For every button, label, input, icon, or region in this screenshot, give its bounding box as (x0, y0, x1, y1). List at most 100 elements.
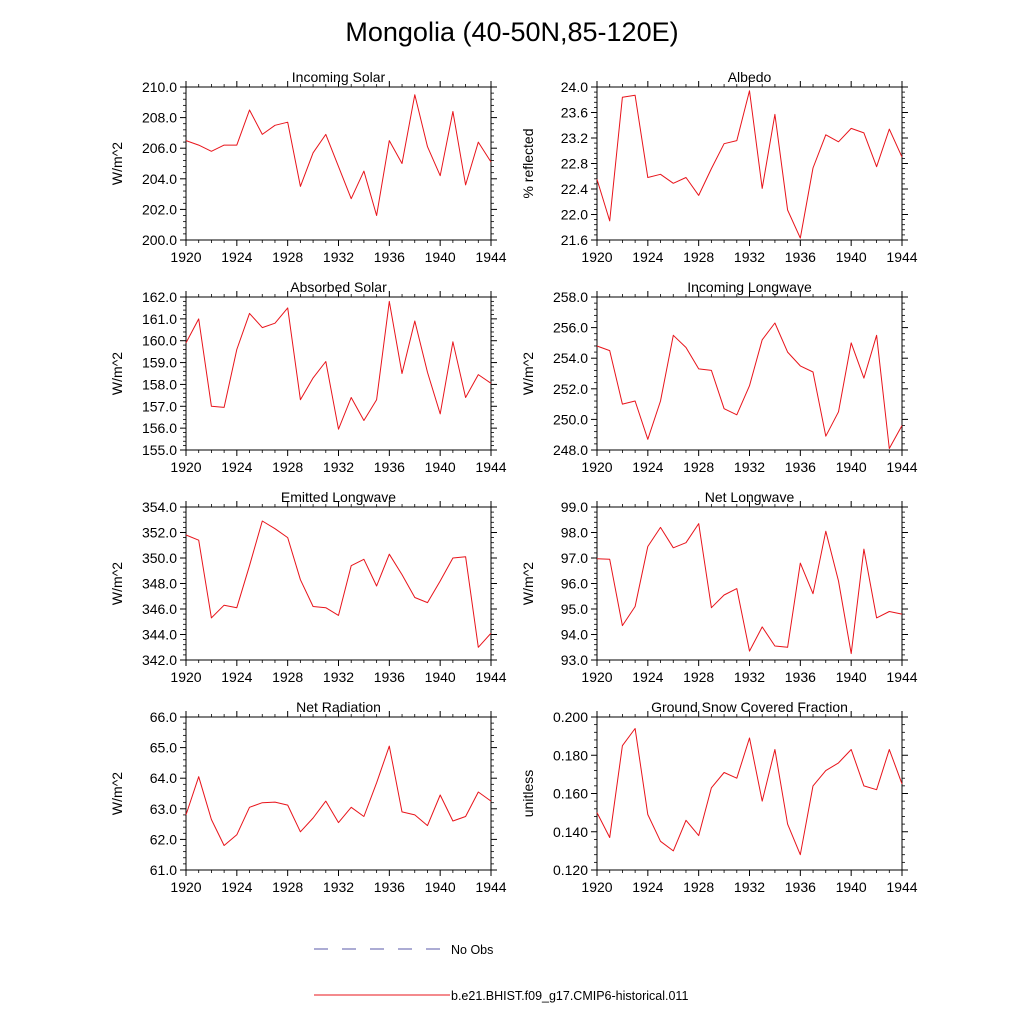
y-tick-label: 0.160 (553, 786, 588, 802)
series-line-1 (185, 520, 492, 648)
x-tick-label: 1932 (323, 669, 354, 685)
y-tick-label: 252.0 (553, 381, 588, 397)
y-axis-label: % reflected (520, 128, 536, 198)
y-tick-label: 22.4 (561, 181, 588, 197)
x-tick-label: 1924 (632, 669, 663, 685)
y-axis-label: W/m^2 (520, 352, 536, 395)
x-tick-label: 1924 (221, 459, 252, 475)
y-tick-label: 202.0 (142, 201, 177, 217)
x-tick-label: 1940 (836, 879, 867, 895)
series-line-1 (185, 94, 492, 216)
y-tick-label: 157.0 (142, 398, 177, 414)
panel-1: Incoming Solar W/m^2 200.0 202.0 204.0 206.0 2… (109, 69, 507, 265)
y-tick-label: 254.0 (553, 350, 588, 366)
x-tick-label: 1920 (581, 249, 612, 265)
y-tick-label: 159.0 (142, 355, 177, 371)
panel-title: Absorbed Solar (290, 279, 387, 295)
y-tick-label: 0.140 (553, 824, 588, 840)
y-tick-label: 354.0 (142, 499, 177, 515)
panel-2: Albedo % reflected 21.6 22.0 22.4 22.8 23.2 23.… (520, 69, 918, 265)
x-tick-label: 1928 (272, 459, 303, 475)
y-tick-label: 93.0 (561, 652, 588, 668)
legend-model-label: b.e21.BHIST.f09_g17.CMIP6-historical.011 (451, 989, 688, 1003)
y-tick-label: 23.6 (561, 105, 588, 121)
panel-title: Net Radiation (296, 699, 381, 715)
x-tick-label: 1944 (475, 249, 506, 265)
x-tick-label: 1944 (886, 669, 917, 685)
plot-frame (596, 86, 903, 241)
x-tick-label: 1944 (475, 459, 506, 475)
x-tick-label: 1932 (323, 459, 354, 475)
y-tick-label: 342.0 (142, 652, 177, 668)
x-tick-label: 1928 (683, 879, 714, 895)
y-tick-label: 0.180 (553, 747, 588, 763)
x-tick-label: 1936 (374, 669, 405, 685)
y-tick-label: 23.2 (561, 130, 588, 146)
x-tick-label: 1944 (886, 459, 917, 475)
plot-frame (185, 86, 492, 241)
series-line-1 (596, 322, 903, 449)
y-tick-label: 348.0 (142, 576, 177, 592)
y-tick-label: 248.0 (553, 442, 588, 458)
x-tick-label: 1944 (886, 249, 917, 265)
y-tick-label: 160.0 (142, 333, 177, 349)
x-tick-label: 1932 (323, 249, 354, 265)
x-tick-label: 1936 (374, 249, 405, 265)
series-line-1 (596, 90, 903, 239)
y-tick-label: 352.0 (142, 525, 177, 541)
x-tick-label: 1920 (581, 459, 612, 475)
x-tick-label: 1928 (272, 879, 303, 895)
panel-6: Net Longwave W/m^2 93.0 94.0 95.0 96.0 97.0 98.… (520, 489, 918, 685)
y-tick-label: 64.0 (150, 770, 177, 786)
y-tick-label: 22.0 (561, 207, 588, 223)
y-tick-label: 162.0 (142, 289, 177, 305)
series-line-1 (185, 745, 492, 846)
x-tick-label: 1944 (886, 879, 917, 895)
y-axis-label: W/m^2 (109, 352, 125, 395)
y-tick-label: 95.0 (561, 601, 588, 617)
y-tick-label: 210.0 (142, 79, 177, 95)
y-tick-label: 94.0 (561, 627, 588, 643)
y-tick-label: 24.0 (561, 79, 588, 95)
y-tick-label: 161.0 (142, 311, 177, 327)
panel-title: Ground Snow Covered Fraction (651, 699, 848, 715)
y-tick-label: 63.0 (150, 801, 177, 817)
y-axis-label: unitless (520, 770, 536, 817)
x-tick-label: 1928 (683, 669, 714, 685)
y-tick-label: 200.0 (142, 232, 177, 248)
x-tick-label: 1932 (734, 669, 765, 685)
panel-8: Ground Snow Covered Fraction unitless 0.12… (520, 699, 918, 895)
y-tick-label: 206.0 (142, 140, 177, 156)
plot-frame (185, 716, 492, 871)
plot-frame (185, 506, 492, 661)
x-tick-label: 1936 (785, 249, 816, 265)
y-tick-label: 65.0 (150, 740, 177, 756)
x-tick-label: 1924 (221, 249, 252, 265)
y-tick-label: 61.0 (150, 862, 177, 878)
y-tick-label: 99.0 (561, 499, 588, 515)
x-tick-label: 1936 (785, 459, 816, 475)
plot-frame (596, 506, 903, 661)
x-tick-label: 1920 (170, 459, 201, 475)
x-tick-label: 1940 (425, 879, 456, 895)
plot-frame (596, 296, 903, 451)
x-tick-label: 1920 (170, 249, 201, 265)
x-tick-label: 1920 (170, 879, 201, 895)
y-tick-label: 96.0 (561, 576, 588, 592)
y-axis-label: W/m^2 (109, 562, 125, 605)
y-tick-label: 256.0 (553, 320, 588, 336)
series-line-1 (185, 300, 492, 430)
x-tick-label: 1928 (272, 669, 303, 685)
x-tick-label: 1928 (683, 459, 714, 475)
x-tick-label: 1936 (374, 459, 405, 475)
x-tick-label: 1944 (475, 669, 506, 685)
x-tick-label: 1936 (785, 669, 816, 685)
panel-5: Emitted Longwave W/m^2 342.0 344.0 346.0 348.… (109, 489, 507, 685)
x-tick-label: 1932 (734, 459, 765, 475)
y-tick-label: 350.0 (142, 550, 177, 566)
series-line-1 (596, 523, 903, 655)
x-tick-label: 1940 (836, 459, 867, 475)
x-tick-label: 1940 (836, 669, 867, 685)
x-tick-label: 1924 (632, 879, 663, 895)
y-tick-label: 98.0 (561, 525, 588, 541)
